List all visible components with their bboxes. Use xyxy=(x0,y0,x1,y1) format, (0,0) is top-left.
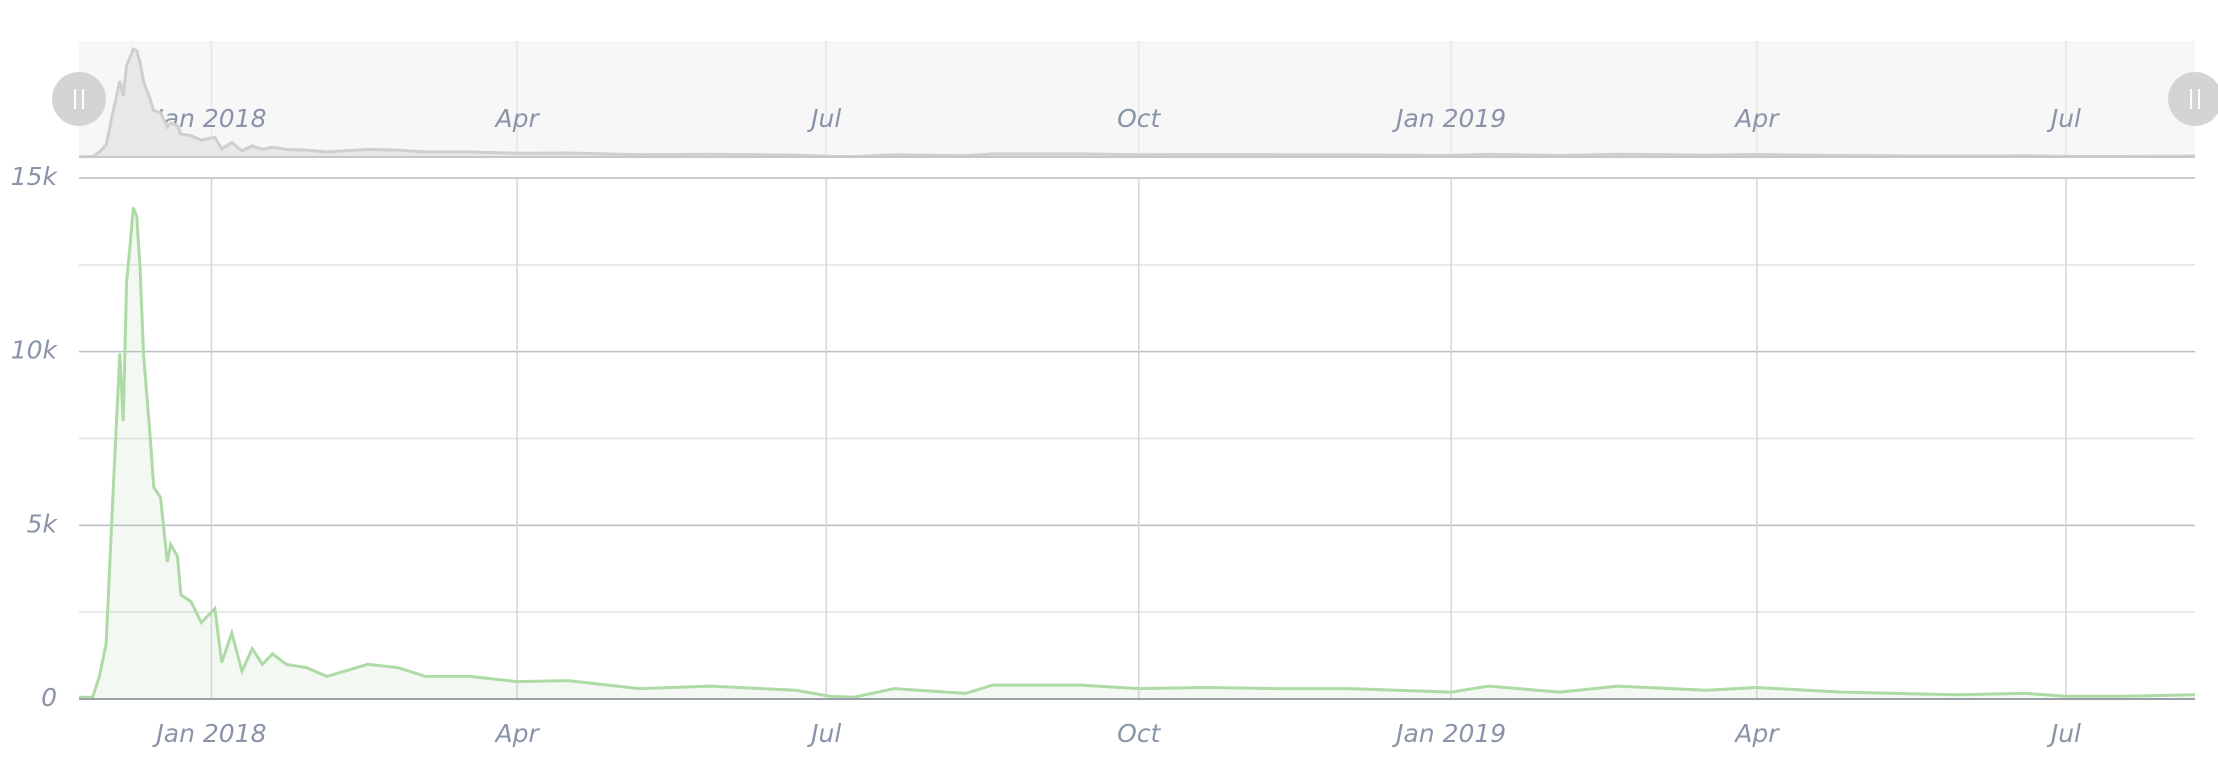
x-tick-label: Jan 2019 xyxy=(1391,719,1506,748)
x-tick-label: Jul xyxy=(806,719,841,748)
x-tick-label: Oct xyxy=(1117,719,1161,748)
navigator-line xyxy=(79,46,2196,159)
navigator-tick-label: Apr xyxy=(1733,104,1780,133)
y-tick-label: 15k xyxy=(11,162,59,191)
x-tick-label: Apr xyxy=(494,719,541,748)
navigator-background xyxy=(79,41,2195,157)
navigator-tick-label: Jul xyxy=(806,104,841,133)
area-fill xyxy=(79,207,2195,699)
navigator-handle[interactable] xyxy=(52,72,106,126)
x-tick-label: Apr xyxy=(1733,719,1780,748)
y-tick-label: 0 xyxy=(41,683,57,712)
x-tick-label: Jul xyxy=(2046,719,2081,748)
line xyxy=(79,206,2196,699)
y-tick-label: 10k xyxy=(11,336,59,365)
navigator-handle[interactable] xyxy=(2168,72,2218,126)
navigator-tick-label: Oct xyxy=(1117,104,1161,133)
x-tick-label: Jan 2018 xyxy=(151,719,266,748)
navigator-tick-label: Apr xyxy=(494,104,541,133)
navigator-tick-label: Jul xyxy=(2046,104,2081,133)
y-tick-label: 5k xyxy=(27,509,59,538)
navigator-tick-label: Jan 2019 xyxy=(1391,104,1506,133)
